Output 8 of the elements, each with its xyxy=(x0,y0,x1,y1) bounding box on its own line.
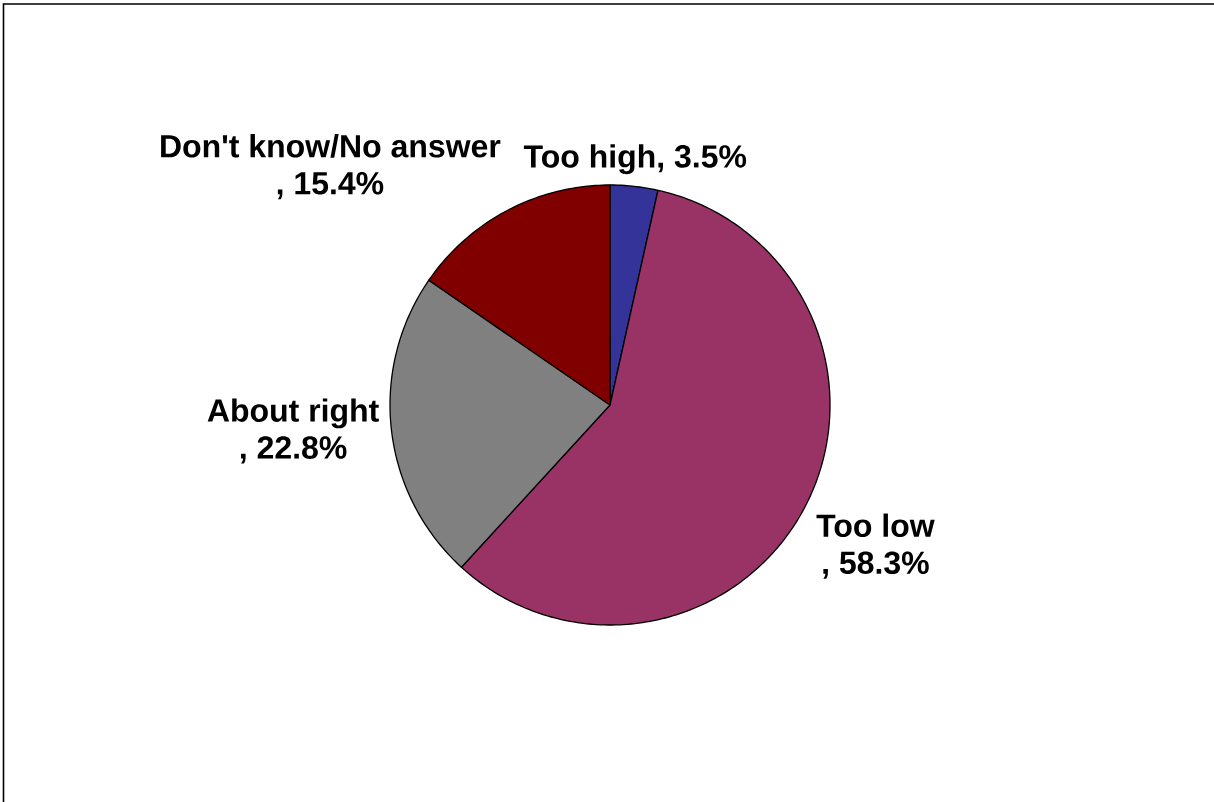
data-label: , 15.4% xyxy=(277,171,384,200)
data-label: , 3.5% xyxy=(658,145,747,173)
slice-label: About right xyxy=(207,398,379,429)
data-label: , 58.3% xyxy=(823,551,929,579)
slice-label: Too high xyxy=(523,144,655,175)
slice-label: Don't know/No answer xyxy=(161,134,501,158)
data-label: , 22.8% xyxy=(240,436,347,464)
slice-label: Too low xyxy=(816,513,935,538)
